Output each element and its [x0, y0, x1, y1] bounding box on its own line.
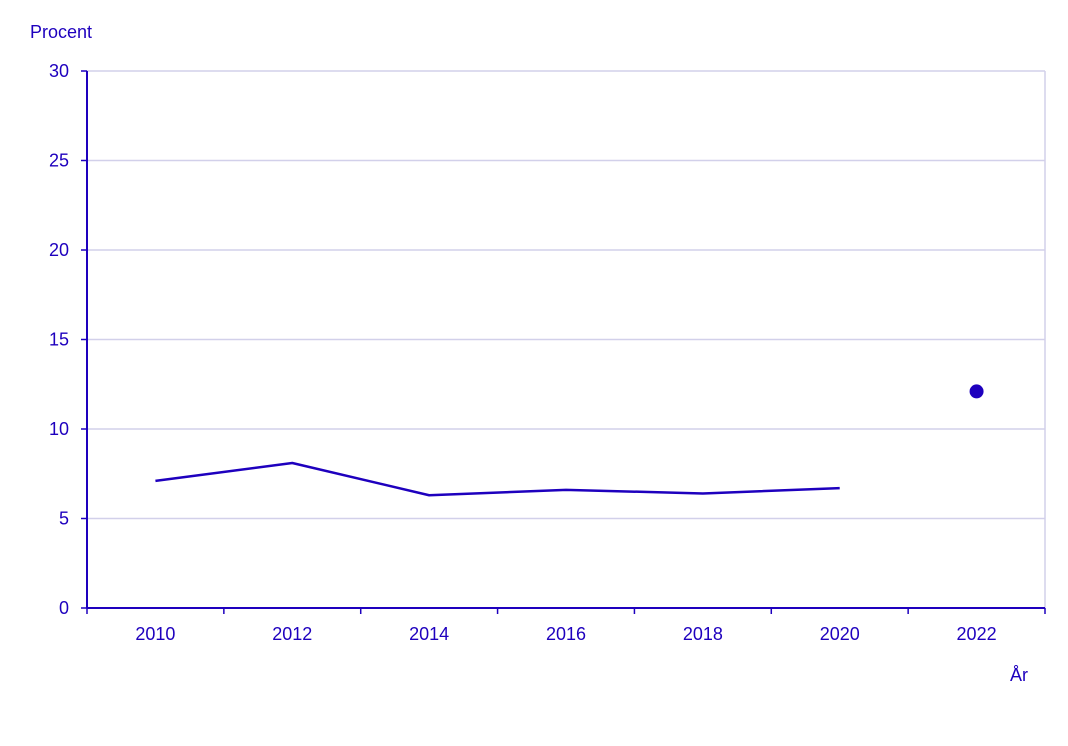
y-tick-label: 10 — [49, 419, 69, 439]
series-line — [155, 461, 840, 497]
x-axis-label: År — [1010, 665, 1028, 685]
axes — [81, 70, 1046, 614]
y-tick-labels: 0 5 10 15 20 25 30 — [49, 61, 69, 618]
x-tick-label: 2012 — [272, 624, 312, 644]
x-tick-label: 2018 — [683, 624, 723, 644]
x-tick-label: 2016 — [546, 624, 586, 644]
y-tick-label: 25 — [49, 151, 69, 171]
y-tick-label: 0 — [59, 598, 69, 618]
y-tick-label: 30 — [49, 61, 69, 81]
y-tick-label: 5 — [59, 509, 69, 529]
x-tick-label: 2022 — [957, 624, 997, 644]
y-tick-label: 15 — [49, 330, 69, 350]
x-tick-label: 2020 — [820, 624, 860, 644]
x-tick-labels: 2010 2012 2014 2016 2018 2020 2022 — [135, 624, 996, 644]
x-tick-label: 2010 — [135, 624, 175, 644]
series — [155, 384, 984, 497]
y-axis-label: Procent — [30, 22, 92, 42]
y-tick-label: 20 — [49, 240, 69, 260]
x-tick-label: 2014 — [409, 624, 449, 644]
data-point-2022 — [969, 384, 984, 399]
grid-lines — [87, 70, 1046, 608]
